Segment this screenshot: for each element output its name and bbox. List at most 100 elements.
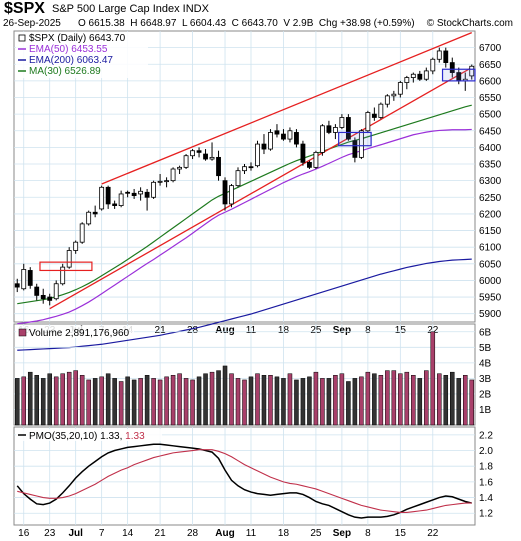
volume-tick-label: 3B <box>479 374 492 385</box>
legend-entry: EMA(50) 6453.55 <box>29 44 108 55</box>
volume-bar <box>443 375 449 426</box>
volume-bar <box>359 376 364 426</box>
candle-body <box>281 133 286 140</box>
candle-body <box>235 170 241 187</box>
volume-bar <box>378 375 384 426</box>
candle-body <box>53 283 59 300</box>
price-tick-label: 6150 <box>479 226 502 237</box>
price-tick-label: 6600 <box>479 76 502 87</box>
candle-body <box>274 130 280 135</box>
volume-bar <box>21 376 27 426</box>
volume-bar <box>462 375 468 426</box>
candle-body <box>170 168 176 182</box>
date-tick-label: 16 <box>18 528 30 539</box>
date-tick-label: 23 <box>44 528 56 539</box>
price-tick-label: 6200 <box>479 209 502 220</box>
candle-body <box>73 241 79 251</box>
candle-body <box>79 223 85 243</box>
volume-bar <box>183 378 189 426</box>
price-panel <box>13 30 476 323</box>
pmo-tick-label: 1.8 <box>479 462 493 473</box>
candle-body <box>164 180 169 183</box>
candle-body <box>430 58 436 72</box>
candle-body <box>151 181 157 198</box>
volume-bar <box>47 373 52 426</box>
date-tick-label: 18 <box>278 528 290 539</box>
candle-body <box>112 203 118 207</box>
volume-tick-label: 6B <box>479 327 492 338</box>
candle-body <box>378 103 384 118</box>
volume-bar <box>177 373 182 426</box>
volume-bar <box>352 378 358 426</box>
candle-body <box>99 186 105 210</box>
chart-header: $SPX S&P 500 Large Cap Index INDX 26-Sep… <box>0 0 521 32</box>
candle-body <box>138 190 144 195</box>
volume-bar <box>326 378 332 426</box>
date-label: 26-Sep-2025 <box>3 18 61 29</box>
candle-body <box>34 286 40 296</box>
pmo-tick-label: 1.6 <box>479 477 493 488</box>
volume-bar <box>196 376 202 426</box>
volume-tick-label: 5B <box>479 343 492 354</box>
ema50-line <box>17 128 472 325</box>
volume-bar <box>79 375 85 426</box>
legend-entry: $SPX (Daily) 6643.70 <box>29 33 126 44</box>
volume-bar <box>216 370 221 426</box>
candle-body <box>404 77 410 83</box>
volume-bar <box>346 381 351 426</box>
volume-bar <box>27 371 33 426</box>
date-tick-label: Aug <box>215 528 234 539</box>
volume-bar <box>365 371 371 426</box>
price-tick-label: 6350 <box>479 160 502 171</box>
volume-bar <box>144 375 150 426</box>
volume-bar <box>287 373 293 426</box>
candle-body <box>196 150 202 153</box>
candle-body <box>216 156 221 177</box>
date-tick-label: 8 <box>365 528 371 539</box>
volume-bar <box>261 375 267 426</box>
date-tick-label: 11 <box>246 528 257 539</box>
date-tick-label: Sep <box>333 528 351 539</box>
price-tick-label: 6050 <box>479 259 502 270</box>
candle-body <box>21 269 27 290</box>
price-tick-label: 5950 <box>479 293 502 304</box>
pmo-tick-label: 1.2 <box>479 509 493 520</box>
candle-body <box>469 65 475 77</box>
date-tick-label: 7 <box>99 528 105 539</box>
candle-body <box>86 211 92 225</box>
candle-body <box>60 266 66 285</box>
ema200-line <box>17 258 472 351</box>
pmo-tick-label: 2.0 <box>479 446 493 457</box>
annotation-box <box>338 131 372 147</box>
volume-bar <box>92 378 98 426</box>
candle-body <box>410 73 416 78</box>
candle-body <box>125 191 131 194</box>
volume-bar <box>417 378 423 426</box>
volume-bar <box>34 375 39 426</box>
candle-body <box>222 180 228 205</box>
candle-body <box>268 132 273 150</box>
candle-body <box>345 117 351 140</box>
volume-bar <box>164 376 169 426</box>
legend-candle-swatch <box>18 34 26 42</box>
volume-bar <box>450 371 455 426</box>
candle-body <box>177 166 182 170</box>
channel-lower-line <box>49 67 473 310</box>
candle-body <box>436 50 442 60</box>
volume-tick-label: 4B <box>479 358 492 369</box>
legend-bg <box>16 32 148 78</box>
candle-body <box>118 193 124 207</box>
candle-body <box>449 62 455 73</box>
candle-body <box>371 113 377 118</box>
volume-bar <box>372 373 377 426</box>
volume-bar <box>268 375 273 426</box>
volume-bar <box>300 378 306 426</box>
symbol-label: $SPX <box>4 0 45 17</box>
candle-body <box>261 143 267 150</box>
volume-bar <box>430 331 436 426</box>
candle-body <box>384 95 390 105</box>
candle-body <box>92 211 98 215</box>
candle-body <box>352 140 358 158</box>
candle-body <box>157 180 163 183</box>
